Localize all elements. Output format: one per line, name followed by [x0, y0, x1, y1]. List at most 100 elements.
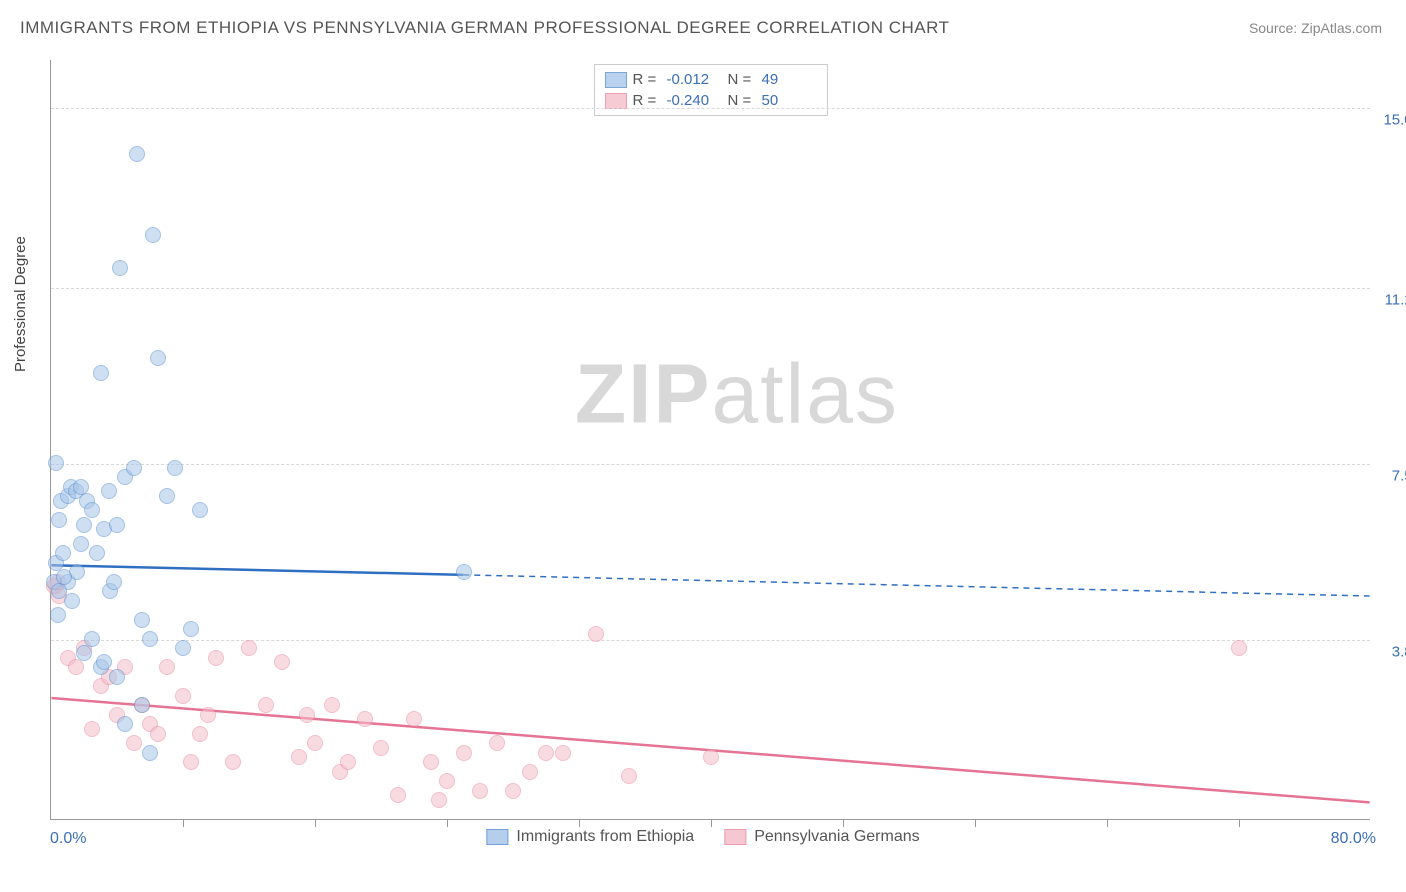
x-tick [315, 819, 316, 827]
scatter-point [274, 654, 290, 670]
y-axis-title: Professional Degree [12, 236, 29, 372]
x-tick [579, 819, 580, 827]
x-tick [1239, 819, 1240, 827]
scatter-point [258, 697, 274, 713]
trend-line-dashed [463, 575, 1369, 596]
grid-line [51, 464, 1370, 465]
scatter-point [51, 512, 67, 528]
source-link[interactable]: ZipAtlas.com [1301, 20, 1382, 36]
x-tick [447, 819, 448, 827]
scatter-point [150, 350, 166, 366]
scatter-point [456, 564, 472, 580]
scatter-point [55, 545, 71, 561]
scatter-point [431, 792, 447, 808]
scatter-point [126, 735, 142, 751]
scatter-point [84, 631, 100, 647]
x-tick [975, 819, 976, 827]
y-tick-label: 11.2% [1376, 292, 1406, 309]
x-tick [711, 819, 712, 827]
legend-n-label: N = [728, 92, 756, 109]
scatter-point [340, 754, 356, 770]
scatter-point [134, 612, 150, 628]
scatter-point [324, 697, 340, 713]
scatter-point [76, 517, 92, 533]
source-credit: Source: ZipAtlas.com [1249, 20, 1382, 36]
scatter-point [76, 645, 92, 661]
scatter-point [621, 768, 637, 784]
y-tick-label: 7.5% [1376, 467, 1406, 484]
scatter-point [134, 697, 150, 713]
scatter-point [588, 626, 604, 642]
scatter-point [225, 754, 241, 770]
y-tick-label: 15.0% [1376, 111, 1406, 128]
scatter-point [48, 455, 64, 471]
scatter-point [183, 621, 199, 637]
scatter-point [142, 631, 158, 647]
scatter-point [84, 502, 100, 518]
chart-title: IMMIGRANTS FROM ETHIOPIA VS PENNSYLVANIA… [20, 18, 949, 38]
plot-area: ZIPatlas R =-0.012N =49R =-0.240N =50 3.… [50, 60, 1370, 820]
scatter-point [357, 711, 373, 727]
legend-item: Immigrants from Ethiopia [486, 828, 694, 846]
scatter-point [373, 740, 389, 756]
scatter-point [109, 517, 125, 533]
legend-r-label: R = [633, 92, 661, 109]
scatter-point [439, 773, 455, 789]
scatter-point [96, 654, 112, 670]
legend-item: Pennsylvania Germans [724, 828, 919, 846]
scatter-point [112, 260, 128, 276]
scatter-point [145, 227, 161, 243]
legend-swatch [605, 72, 627, 88]
scatter-point [106, 574, 122, 590]
scatter-point [64, 593, 80, 609]
scatter-point [200, 707, 216, 723]
scatter-point [101, 483, 117, 499]
trend-lines [51, 60, 1370, 819]
scatter-point [208, 650, 224, 666]
grid-line [51, 108, 1370, 109]
scatter-point [142, 745, 158, 761]
x-tick [843, 819, 844, 827]
scatter-point [73, 536, 89, 552]
scatter-point [129, 146, 145, 162]
scatter-point [93, 365, 109, 381]
legend-label: Pennsylvania Germans [754, 828, 919, 846]
scatter-point [84, 721, 100, 737]
scatter-point [1231, 640, 1247, 656]
scatter-point [50, 607, 66, 623]
scatter-point [150, 726, 166, 742]
scatter-point [192, 502, 208, 518]
scatter-point [68, 659, 84, 675]
scatter-point [175, 640, 191, 656]
scatter-point [456, 745, 472, 761]
scatter-point [291, 749, 307, 765]
scatter-point [51, 583, 67, 599]
scatter-point [390, 787, 406, 803]
scatter-point [159, 488, 175, 504]
legend-swatch [486, 829, 508, 845]
legend-series: Immigrants from Ethiopia Pennsylvania Ger… [486, 828, 919, 846]
grid-line [51, 288, 1370, 289]
legend-n-value: 50 [762, 92, 817, 109]
legend-label: Immigrants from Ethiopia [516, 828, 694, 846]
legend-r-value: -0.012 [667, 71, 722, 88]
scatter-point [489, 735, 505, 751]
scatter-point [117, 716, 133, 732]
scatter-point [472, 783, 488, 799]
scatter-point [89, 545, 105, 561]
scatter-point [299, 707, 315, 723]
scatter-point [703, 749, 719, 765]
legend-r-value: -0.240 [667, 92, 722, 109]
scatter-point [183, 754, 199, 770]
scatter-point [175, 688, 191, 704]
scatter-point [241, 640, 257, 656]
x-axis-min-label: 0.0% [50, 830, 86, 848]
y-tick-label: 3.8% [1376, 643, 1406, 660]
legend-r-label: R = [633, 71, 661, 88]
scatter-point [167, 460, 183, 476]
scatter-point [307, 735, 323, 751]
source-prefix: Source: [1249, 20, 1301, 36]
scatter-point [109, 669, 125, 685]
x-axis-max-label: 80.0% [1331, 830, 1376, 848]
scatter-point [192, 726, 208, 742]
